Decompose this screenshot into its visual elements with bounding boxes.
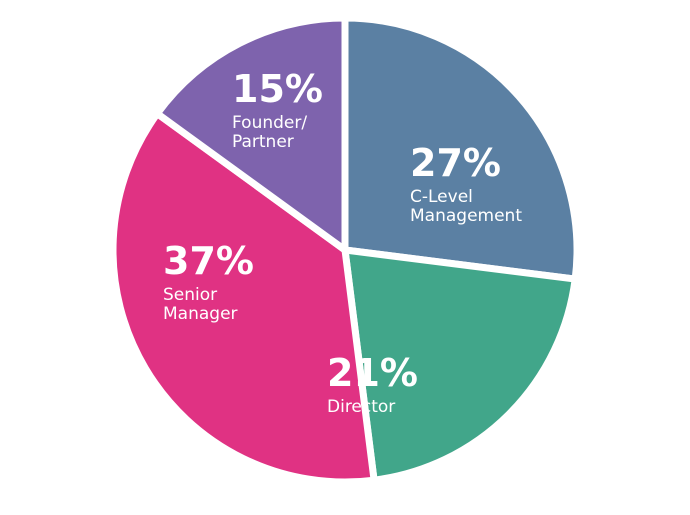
slice-percent-founder-partner: 15% [232, 67, 323, 111]
slice-label-founder-partner-line-1: Founder/ [232, 113, 307, 133]
slice-percent-director: 21% [327, 351, 418, 395]
pie-slice-c-level-management [341, 14, 581, 283]
slice-percent-senior-manager: 37% [163, 239, 254, 283]
pie-slice-founder-partner [153, 14, 349, 254]
pie-slice-senior-manager [109, 110, 378, 486]
slice-label-senior-manager-line-2: Manager [163, 304, 238, 324]
pie-slice-director [341, 246, 579, 484]
slice-label-c-level-management-line-2: Management [410, 206, 522, 226]
slice-label-founder-partner-line-2: Partner [232, 132, 294, 152]
slice-label-director-line-1: Director [327, 397, 395, 417]
slice-label-senior-manager-line-1: Senior [163, 285, 217, 305]
slice-percent-c-level-management: 27% [410, 141, 501, 185]
slice-label-c-level-management-line-1: C-Level [410, 187, 473, 207]
slices-layer [109, 14, 581, 486]
